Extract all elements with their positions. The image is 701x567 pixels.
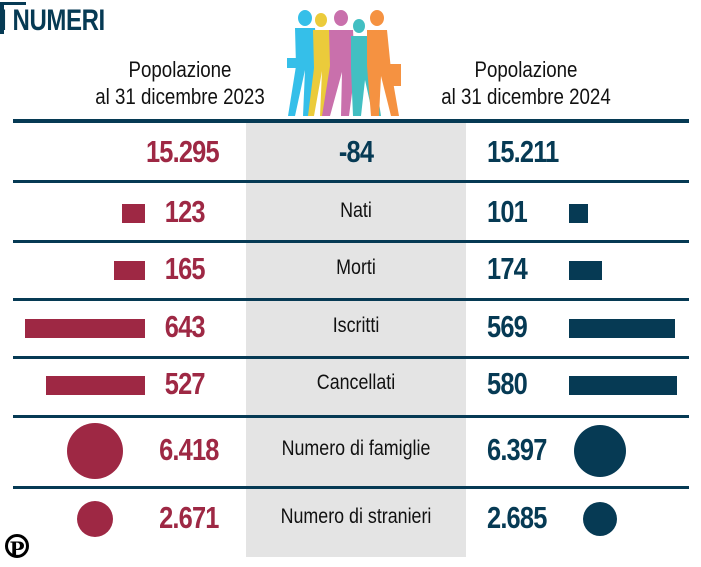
row-divider [13, 415, 689, 418]
header-2023: Popolazione al 31 dicembre 2023 [87, 56, 274, 110]
bar-2024 [569, 319, 676, 338]
row-divider [13, 356, 689, 359]
header-2023-line1: Popolazione [128, 57, 232, 82]
bar-2023 [24, 319, 145, 338]
value-2024: 2.685 [487, 500, 547, 535]
value-2024: 6.397 [487, 432, 547, 467]
page-title: I NUMERI [0, 4, 105, 37]
row-label: Numero di stranieri [280, 505, 432, 528]
circle-2023 [76, 500, 114, 538]
value-2023: 643 [165, 309, 206, 344]
value-2024: 101 [487, 194, 528, 229]
value-2024: 580 [487, 366, 528, 401]
row-label: Cancellati [316, 371, 396, 394]
row-label: Iscritti [332, 314, 380, 337]
bar-2024 [569, 261, 602, 280]
row-divider [13, 298, 689, 301]
population-2023: 15.295 [146, 134, 220, 169]
bar-2024 [569, 376, 678, 395]
value-2024: 569 [487, 309, 528, 344]
header-2024-line1: Popolazione [474, 57, 578, 82]
header-divider [13, 119, 689, 123]
population-change: -84 [338, 134, 374, 169]
title-accent-tick [0, 2, 4, 34]
row-divider [13, 180, 689, 183]
title-accent [0, 2, 26, 5]
bar-2023 [46, 376, 145, 395]
value-2023: 6.418 [159, 432, 219, 467]
value-2023: 123 [165, 194, 206, 229]
bar-2023 [121, 204, 145, 223]
row-divider [13, 486, 689, 489]
circle-2023 [66, 422, 124, 480]
header-2024-line2: al 31 dicembre 2024 [441, 84, 611, 109]
population-2024: 15.211 [487, 134, 559, 169]
row-label: Nati [340, 199, 372, 222]
center-column [246, 122, 466, 557]
value-2023: 2.671 [159, 500, 219, 535]
value-2024: 174 [487, 251, 528, 286]
row-label: Morti [336, 256, 376, 279]
bar-2024 [569, 204, 588, 223]
header-2023-line2: al 31 dicembre 2023 [95, 84, 265, 109]
circle-2024 [582, 501, 618, 537]
walking-people-illustration [287, 10, 401, 116]
value-2023: 165 [165, 251, 206, 286]
header-2024: Popolazione al 31 dicembre 2024 [433, 56, 620, 110]
publisher-logo: P [5, 534, 29, 561]
value-2023: 527 [165, 366, 206, 401]
circle-2024 [573, 424, 627, 478]
bar-2023 [114, 261, 145, 280]
row-divider [13, 240, 689, 243]
row-label: Numero di famiglie [281, 437, 431, 460]
